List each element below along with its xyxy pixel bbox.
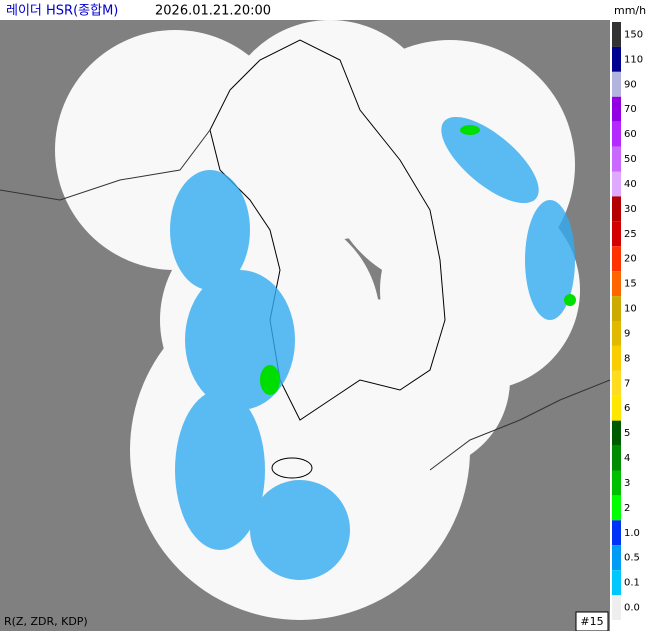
timestamp: 2026.01.21.20:00 xyxy=(155,4,271,19)
legend-label: 20 xyxy=(624,254,637,265)
legend-label: 2 xyxy=(624,503,630,514)
unit: mm/h xyxy=(614,4,646,17)
legend-swatch xyxy=(612,370,621,396)
legend-label: 9 xyxy=(624,328,630,339)
legend-swatch xyxy=(612,495,621,521)
legend-label: 8 xyxy=(624,353,630,364)
legend-swatch xyxy=(612,121,621,147)
legend-label: 110 xyxy=(624,54,643,65)
radar-echo xyxy=(170,116,575,580)
legend-swatch xyxy=(612,196,621,222)
legend-swatch xyxy=(612,395,621,421)
legend-label: 7 xyxy=(624,378,630,389)
legend-label: 3 xyxy=(624,478,630,489)
legend-label: 70 xyxy=(624,104,637,115)
method: R(Z, ZDR, KDP) xyxy=(4,615,88,628)
legend-swatch xyxy=(612,296,621,321)
legend-swatch xyxy=(612,146,621,172)
map xyxy=(0,20,611,631)
legend-swatch xyxy=(612,221,621,247)
legend-label: 150 xyxy=(624,29,643,40)
legend-swatch xyxy=(612,22,621,47)
legend-swatch xyxy=(612,470,621,496)
legend-label: 15 xyxy=(624,279,637,290)
legend-label: 60 xyxy=(624,129,637,140)
legend-label: 5 xyxy=(624,428,630,439)
legend-swatch xyxy=(612,345,621,371)
legend-swatch xyxy=(612,321,621,346)
legend-label: 0.0 xyxy=(624,603,640,614)
legend-label: 90 xyxy=(624,79,637,90)
legend-label: 30 xyxy=(624,204,637,215)
legend-swatch xyxy=(612,545,621,571)
legend-label: 1.0 xyxy=(624,528,640,539)
legend-swatch xyxy=(612,96,621,122)
coastline xyxy=(0,39,611,479)
legend-swatch xyxy=(612,246,621,272)
legend-swatch xyxy=(612,46,621,72)
legend-label: 6 xyxy=(624,403,630,414)
legend-swatch xyxy=(612,595,621,620)
legend-label: 25 xyxy=(624,229,637,240)
legend-label: 0.5 xyxy=(624,553,640,564)
radar-echo-strong xyxy=(260,125,576,395)
legend-label: 50 xyxy=(624,154,637,165)
legend: 150 110 90 70 60 50 40 30 25 20 15 10 9 8 7 6 5 4 3 2 1.0 0.5… xyxy=(612,22,643,620)
legend-swatch xyxy=(612,445,621,471)
legend-swatch xyxy=(612,271,621,297)
legend-label: 4 xyxy=(624,453,630,464)
legend-swatch xyxy=(612,171,621,197)
legend-label: 0.1 xyxy=(624,578,640,589)
legend-label: 10 xyxy=(624,304,637,315)
legend-swatch xyxy=(612,420,621,446)
legend-label: 40 xyxy=(624,179,637,190)
legend-swatch xyxy=(612,71,621,97)
title: 레이더 HSR(종합M) xyxy=(6,4,118,19)
legend-swatch xyxy=(612,570,621,596)
legend-swatch xyxy=(612,520,621,546)
page-number: #15 xyxy=(580,615,603,628)
